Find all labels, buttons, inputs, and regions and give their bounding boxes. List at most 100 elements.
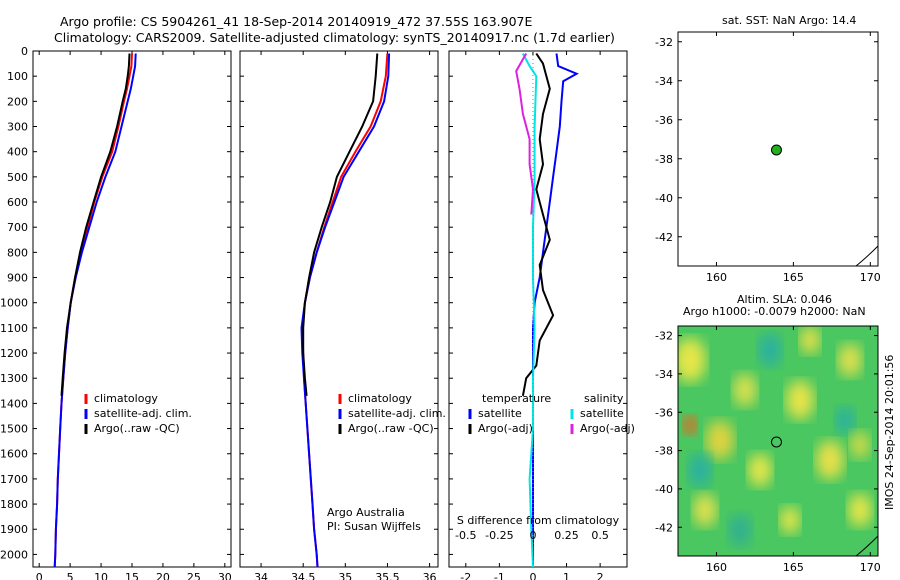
temperature-legend-label: Argo(..raw -QC)	[94, 422, 180, 435]
differences-frame	[448, 50, 628, 568]
depth-tick-label: 1600	[0, 448, 28, 461]
depth-tick-label: 1300	[0, 372, 28, 385]
differences-series-cyan	[522, 53, 538, 568]
temperature-legend-label: satellite-adj. clim.	[94, 407, 192, 420]
altimetry-blob	[835, 406, 855, 434]
sst-map-ytick-label: -36	[655, 114, 673, 127]
altimetry-blob	[758, 333, 782, 367]
salinity-xtick-label: 34.5	[291, 571, 316, 580]
altimetry-map-ytick-label: -42	[655, 521, 673, 534]
altimetry-map-ytick-label: -38	[655, 445, 673, 458]
depth-tick-label: 100	[7, 70, 28, 83]
differences-xlabel2: S difference from climatology	[457, 514, 620, 527]
differences-legend-label: Argo(-adj)	[478, 422, 533, 435]
altimetry-field	[678, 326, 878, 556]
differences-legend-label: satellite	[478, 407, 522, 420]
altimetry-blob	[693, 493, 717, 527]
figure-title-line1: Argo profile: CS 5904261_41 18-Sep-2014 …	[60, 14, 533, 29]
differences-xtick2-label: -0.25	[485, 529, 513, 542]
sst-map-ytick-label: -42	[655, 231, 673, 244]
altimetry-blob	[683, 415, 697, 435]
salinity-xtick-label: 35	[338, 571, 352, 580]
differences-xtick-label: 2	[597, 571, 604, 580]
altimetry-map-title-line2: Argo h1000: -0.0079 h2000: NaN	[683, 305, 866, 318]
altimetry-blob	[848, 493, 872, 527]
altimetry-map-xtick-label: 165	[783, 561, 804, 574]
salinity-annotation: Argo Australia	[327, 506, 405, 519]
sst-map-ytick-label: -40	[655, 192, 673, 205]
temperature-series-black	[60, 53, 131, 396]
differences-xtick-label: 1	[563, 571, 570, 580]
temperature-xtick-label: 10	[94, 571, 108, 580]
depth-tick-label: 1800	[0, 498, 28, 511]
altimetry-blob	[780, 506, 800, 534]
altimetry-blob	[838, 343, 862, 377]
depth-tick-label: 500	[7, 171, 28, 184]
salinity-series-red	[301, 53, 389, 568]
altimetry-map-ytick-label: -32	[655, 330, 673, 343]
depth-tick-label: 1200	[0, 347, 28, 360]
altimetry-map-title-line1: Altim. SLA: 0.046	[737, 293, 833, 306]
differences-xtick-label: -1	[494, 571, 505, 580]
altimetry-blob	[728, 513, 752, 547]
temperature-xtick-label: 15	[125, 571, 139, 580]
salinity-legend-label: climatology	[348, 392, 412, 405]
differences-xtick2-label: 0.25	[554, 529, 579, 542]
depth-tick-label: 700	[7, 221, 28, 234]
salinity-xtick-label: 36	[423, 571, 437, 580]
temperature-xtick-label: 25	[187, 571, 201, 580]
salinity-xtick-label: 35.5	[375, 571, 400, 580]
altimetry-map-xtick-label: 160	[706, 561, 727, 574]
salinity-series-blue	[300, 53, 391, 568]
salinity-legend-label: Argo(..raw -QC)	[348, 422, 434, 435]
argo-location-marker	[770, 144, 782, 156]
temperature-xtick-label: 5	[67, 571, 74, 580]
depth-tick-label: 600	[7, 196, 28, 209]
altimetry-blob	[786, 380, 814, 420]
differences-legend-label: satellite	[580, 407, 624, 420]
depth-tick-label: 1400	[0, 397, 28, 410]
differences-xtick-label: -2	[460, 571, 471, 580]
salinity-legend-label: satellite-adj. clim.	[348, 407, 446, 420]
differences-xtick2-label: 0.5	[591, 529, 609, 542]
temperature-xtick-label: 20	[156, 571, 170, 580]
differences-xtick-label: 0	[529, 571, 536, 580]
salinity-frame	[239, 50, 439, 568]
altimetry-blob	[850, 431, 870, 459]
altimetry-blob	[748, 453, 772, 487]
differences-xtick2-label: 0	[529, 529, 536, 542]
sst-map-ytick-label: -38	[655, 153, 673, 166]
depth-tick-label: 800	[7, 246, 28, 259]
depth-tick-label: 1700	[0, 473, 28, 486]
temperature-series-blue	[53, 53, 137, 568]
depth-tick-label: 300	[7, 121, 28, 134]
depth-tick-label: 0	[21, 45, 28, 58]
sst-map-ytick-label: -32	[655, 36, 673, 49]
altimetry-blob	[816, 440, 844, 480]
altimetry-map-ytick-label: -40	[655, 483, 673, 496]
altimetry-blob	[706, 420, 734, 460]
altimetry-blob	[678, 337, 706, 383]
sst-map-xtick-label: 170	[860, 271, 881, 284]
depth-tick-label: 1500	[0, 423, 28, 436]
altimetry-map-coastline	[855, 535, 879, 557]
differences-legend-title: temperature	[482, 392, 551, 405]
altimetry-blob	[800, 326, 820, 354]
depth-tick-label: 2000	[0, 548, 28, 561]
altimetry-map-ytick-label: -36	[655, 406, 673, 419]
sst-map-xtick-label: 165	[783, 271, 804, 284]
sst-map-ytick-label: -34	[655, 75, 673, 88]
altimetry-map-ytick-label: -34	[655, 368, 673, 381]
sst-map-frame	[677, 31, 879, 267]
sst-map-title: sat. SST: NaN Argo: 14.4	[722, 14, 857, 27]
differences-legend-label: Argo(-adj)	[580, 422, 635, 435]
altimetry-map-frame	[677, 325, 879, 557]
differences-series-black	[521, 52, 555, 396]
salinity-annotation: PI: Susan Wijffels	[327, 520, 421, 533]
sst-map-coastline	[855, 245, 879, 267]
argo-location-marker	[770, 436, 782, 448]
figure-title-line2: Climatology: CARS2009. Satellite-adjuste…	[54, 30, 615, 45]
salinity-series-black	[302, 53, 379, 396]
depth-tick-label: 900	[7, 272, 28, 285]
altimetry-blob	[688, 453, 712, 487]
